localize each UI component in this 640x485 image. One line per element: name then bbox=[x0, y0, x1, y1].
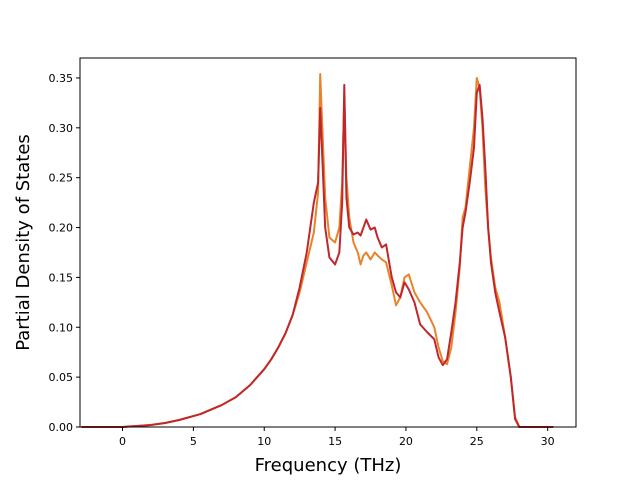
y-tick-label: 0.15 bbox=[49, 271, 74, 284]
x-tick-label: 15 bbox=[328, 435, 342, 448]
y-tick-label: 0.25 bbox=[49, 172, 74, 185]
x-axis-title: Frequency (THz) bbox=[255, 455, 402, 476]
x-axis: 0 5 10 15 20 25 30 bbox=[119, 427, 555, 448]
x-tick-label: 10 bbox=[257, 435, 271, 448]
y-axis: 0.00 0.05 0.10 0.15 0.20 0.25 0.30 0.35 bbox=[49, 72, 80, 434]
y-tick-label: 0.35 bbox=[49, 72, 74, 85]
y-tick-label: 0.00 bbox=[49, 421, 74, 434]
x-tick-label: 0 bbox=[119, 435, 126, 448]
x-tick-label: 25 bbox=[470, 435, 484, 448]
y-tick-label: 0.30 bbox=[49, 122, 74, 135]
series-layer bbox=[81, 72, 554, 428]
plot-frame bbox=[79, 57, 577, 428]
x-tick-label: 20 bbox=[399, 435, 413, 448]
x-tick-label: 5 bbox=[190, 435, 197, 448]
y-axis-title: Partial Density of States bbox=[13, 134, 34, 351]
x-tick-label: 30 bbox=[541, 435, 555, 448]
series-line-2 bbox=[81, 83, 554, 428]
y-tick-label: 0.10 bbox=[49, 321, 74, 334]
y-tick-label: 0.20 bbox=[49, 222, 74, 235]
y-tick-label: 0.05 bbox=[49, 371, 74, 384]
